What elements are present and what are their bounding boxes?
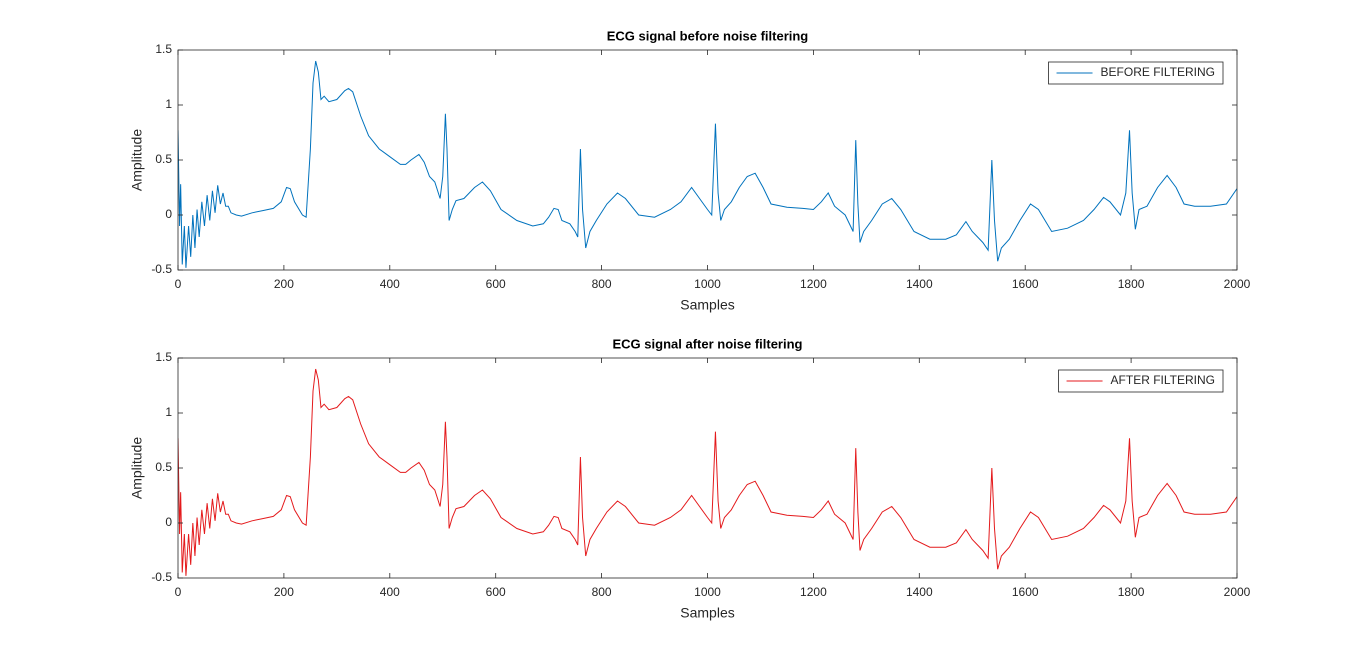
- x-tick-label: 0: [175, 277, 182, 291]
- legend-box: [1058, 369, 1224, 393]
- y-tick-label: -0.5: [151, 262, 172, 276]
- x-tick-label: 1800: [1118, 277, 1145, 291]
- y-axis-label: Amplitude: [129, 129, 145, 191]
- x-tick-label: 2000: [1224, 277, 1251, 291]
- y-tick-label: 1.5: [155, 42, 172, 56]
- legend-label: BEFORE FILTERING: [1101, 65, 1215, 79]
- x-tick-label: 1000: [694, 585, 721, 599]
- axes-background: [178, 50, 1237, 270]
- x-axis-label: Samples: [680, 605, 734, 621]
- x-tick-label: 0: [175, 585, 182, 599]
- legend: AFTER FILTERING: [1058, 369, 1224, 393]
- legend-box: [1048, 61, 1224, 85]
- x-tick-label: 200: [274, 277, 294, 291]
- x-tick-label: 1200: [800, 585, 827, 599]
- x-tick-label: 200: [274, 585, 294, 599]
- plot-area: [178, 60, 1237, 268]
- chart-title: ECG signal after noise filtering: [613, 336, 803, 351]
- legend-label: AFTER FILTERING: [1111, 373, 1215, 387]
- y-tick-label: 0.5: [155, 152, 172, 166]
- x-tick-label: 400: [380, 277, 400, 291]
- y-tick-label: 1: [165, 97, 172, 111]
- data-line: [178, 368, 1237, 576]
- subplot: 0 200 400 600 800 1000 1200 1400 1600 1800 2000 -0.…: [129, 336, 1251, 620]
- x-tick-label: 1600: [1012, 277, 1039, 291]
- x-tick-label: 600: [486, 585, 506, 599]
- x-tick-label: 1200: [800, 277, 827, 291]
- subplot: 0 200 400 600 800 1000 1200 1400 1600 1800 2000 -0.…: [129, 28, 1251, 312]
- x-tick-label: 1400: [906, 277, 933, 291]
- x-tick-label: 1600: [1012, 585, 1039, 599]
- x-tick-label: 1800: [1118, 585, 1145, 599]
- data-line: [178, 60, 1237, 268]
- y-tick-label: 0: [165, 515, 172, 529]
- x-tick-label: 400: [380, 585, 400, 599]
- y-axis-label: Amplitude: [129, 437, 145, 499]
- axes-background: [178, 358, 1237, 578]
- y-tick-label: 1.5: [155, 350, 172, 364]
- y-tick-label: -0.5: [151, 570, 172, 584]
- x-tick-label: 2000: [1224, 585, 1251, 599]
- x-tick-label: 600: [486, 277, 506, 291]
- x-tick-label: 1000: [694, 277, 721, 291]
- y-tick-label: 1: [165, 405, 172, 419]
- x-tick-label: 1400: [906, 585, 933, 599]
- x-tick-label: 800: [592, 585, 612, 599]
- x-tick-label: 800: [592, 277, 612, 291]
- chart-title: ECG signal before noise filtering: [607, 28, 809, 43]
- x-axis-label: Samples: [680, 297, 734, 313]
- plot-area: [178, 368, 1237, 576]
- y-tick-label: 0: [165, 207, 172, 221]
- y-tick-label: 0.5: [155, 460, 172, 474]
- legend: BEFORE FILTERING: [1048, 61, 1224, 85]
